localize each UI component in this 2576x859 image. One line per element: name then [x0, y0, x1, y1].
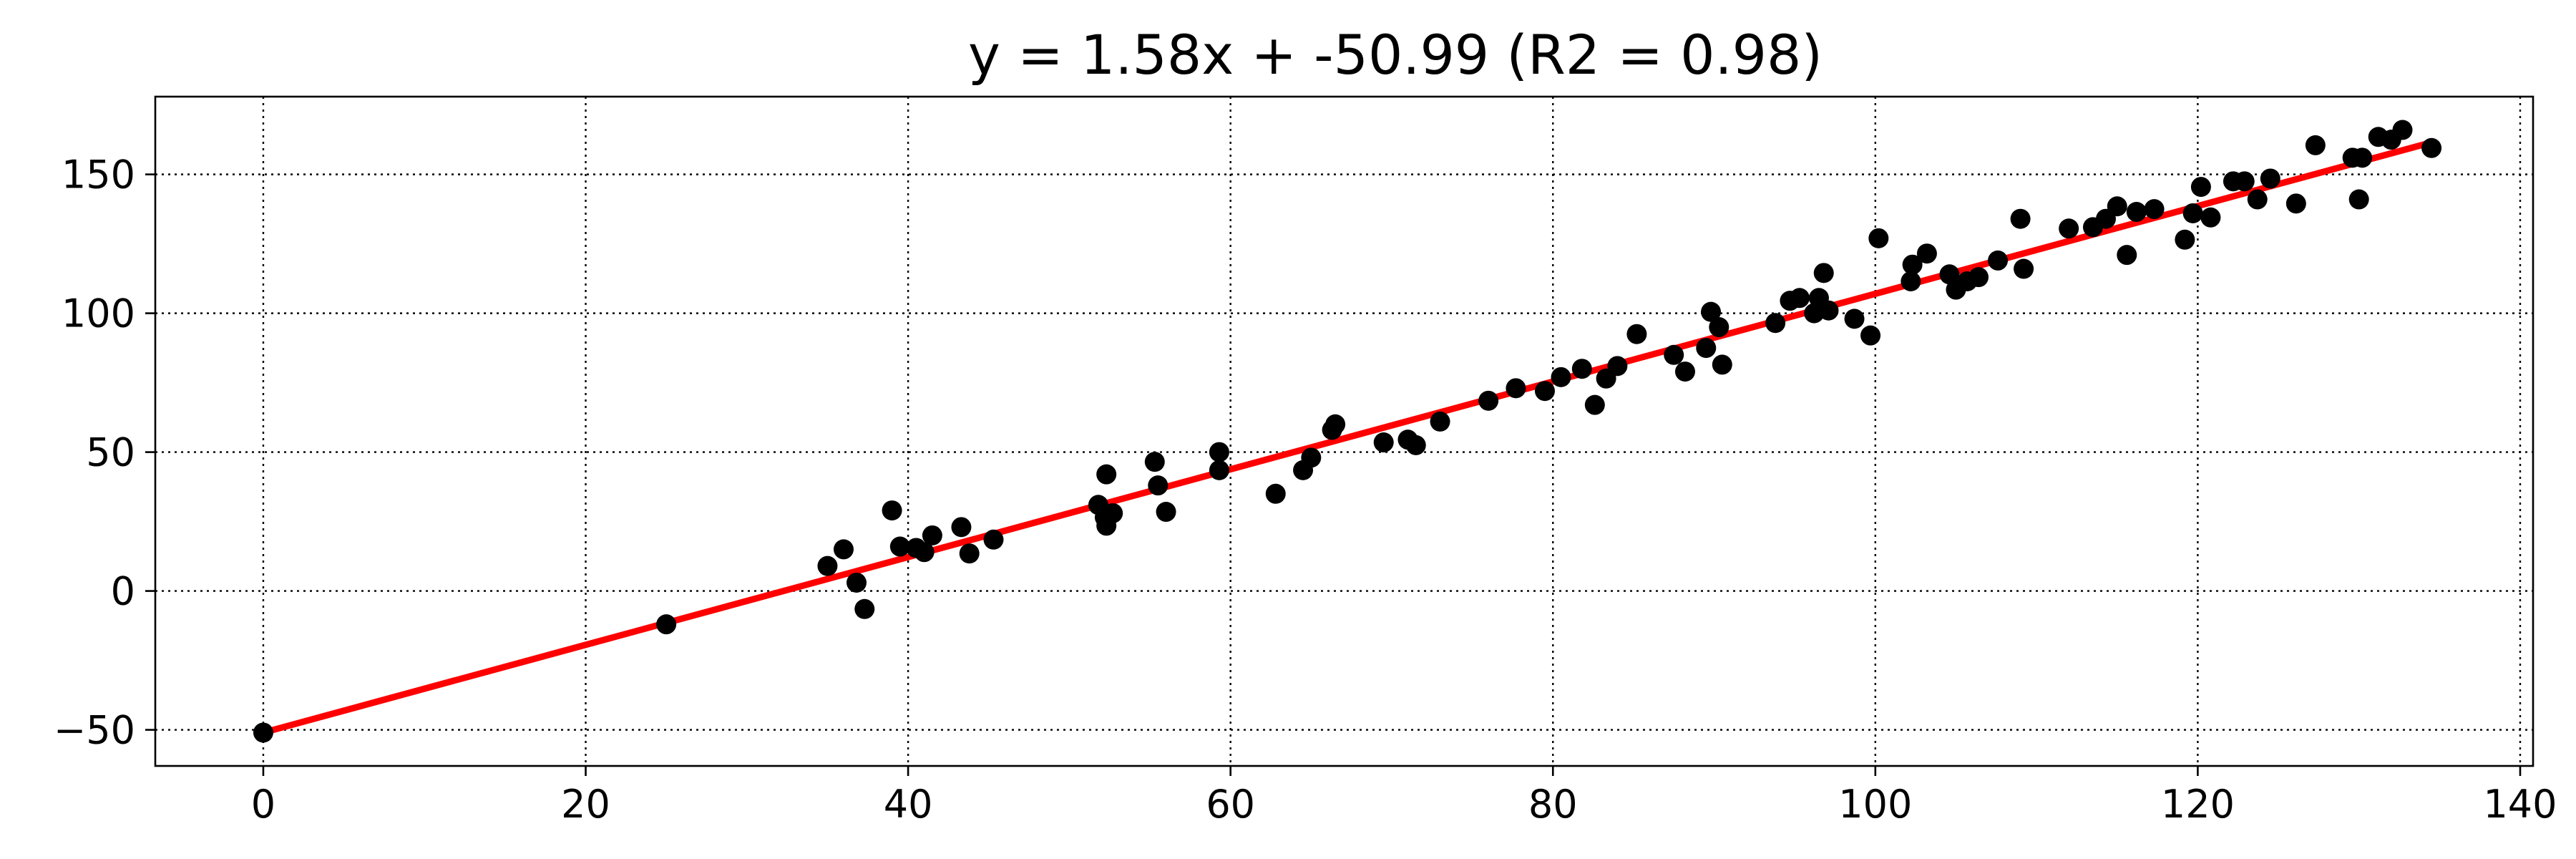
data-point [2200, 207, 2221, 228]
data-point [2305, 135, 2326, 155]
data-point [1430, 411, 1450, 432]
data-point [1148, 475, 1169, 496]
data-point [1789, 288, 1810, 309]
data-point [1506, 378, 1526, 399]
data-point [1868, 228, 1889, 248]
data-point [1144, 452, 1165, 472]
data-point [2247, 189, 2268, 210]
data-point [1968, 267, 1989, 288]
data-point [1674, 361, 1695, 382]
data-point [1607, 356, 1628, 377]
data-point [1626, 324, 1647, 344]
data-point [854, 598, 875, 619]
data-point [2260, 168, 2280, 189]
data-point [1664, 344, 1684, 365]
data-point [1712, 354, 1732, 375]
y-tick-label: 100 [62, 291, 135, 336]
data-point [1701, 301, 1722, 322]
data-point [1916, 243, 1937, 264]
data-point [2348, 189, 2369, 210]
x-tick-label: 0 [251, 782, 275, 827]
data-point [1478, 390, 1499, 411]
data-point [1534, 381, 1555, 402]
data-points [253, 120, 2442, 743]
data-point [2144, 199, 2165, 220]
data-point [1988, 250, 2009, 271]
data-point [1902, 254, 1923, 275]
x-tick-label: 40 [884, 782, 933, 827]
data-point [2234, 171, 2255, 192]
data-point [983, 529, 1004, 550]
y-tick-label: −50 [54, 708, 135, 753]
data-point [2352, 147, 2373, 168]
x-tick-label: 80 [1528, 782, 1578, 827]
data-point [656, 614, 677, 635]
data-point [2175, 229, 2195, 250]
data-point [1709, 317, 1729, 338]
data-point [1265, 483, 1286, 504]
data-point [1860, 325, 1881, 346]
data-point [1209, 460, 1229, 480]
data-point [1571, 359, 1592, 379]
y-tick-label: 50 [86, 430, 135, 475]
data-point [1156, 502, 1176, 523]
data-point [1301, 447, 1322, 468]
data-point [1901, 271, 1921, 291]
x-tick-label: 140 [2483, 782, 2557, 827]
data-point [2126, 202, 2147, 223]
x-tick-label: 120 [2161, 782, 2235, 827]
data-point [922, 525, 942, 545]
data-point [1551, 367, 1571, 387]
data-point [2285, 193, 2306, 214]
data-point [1813, 263, 1834, 283]
x-tick-label: 60 [1206, 782, 1255, 827]
data-point [882, 500, 902, 521]
data-point [2059, 218, 2079, 239]
data-point [2421, 137, 2442, 158]
y-tick-label: 0 [111, 569, 135, 614]
axes-frame [154, 95, 2534, 767]
data-point [1939, 264, 1960, 285]
regression-line [259, 138, 2436, 737]
data-point [1103, 503, 1123, 523]
data-point [2392, 120, 2413, 140]
data-point [914, 542, 935, 563]
data-point [959, 543, 980, 564]
data-point [2107, 196, 2127, 217]
data-point [1765, 313, 1786, 334]
chart-title: y = 1.58x + -50.99 (R2 = 0.98) [968, 23, 1823, 87]
data-point [1209, 442, 1229, 462]
data-point [1696, 338, 1717, 359]
data-point [951, 517, 972, 538]
data-point [1405, 435, 1426, 455]
x-tick-label: 20 [561, 782, 610, 827]
axis-ticks: 0 20 40 60 80 100 120 140 −50 0 50 100 150 [54, 152, 2557, 827]
data-point [253, 722, 273, 743]
data-point [1584, 394, 1605, 415]
data-point [1325, 414, 1346, 435]
data-point [1096, 464, 1117, 485]
data-point [833, 539, 854, 560]
data-point [817, 555, 838, 576]
data-point [1818, 300, 1839, 321]
data-point [2182, 203, 2203, 223]
data-point [889, 536, 910, 557]
data-point [2117, 245, 2137, 266]
data-point [1373, 432, 1394, 453]
data-point [1844, 309, 1865, 329]
data-point [2014, 258, 2034, 279]
data-point [2010, 208, 2031, 229]
regression-line-layer [259, 138, 2436, 737]
x-tick-label: 100 [1838, 782, 1912, 827]
y-tick-label: 150 [62, 152, 135, 198]
data-point [847, 572, 867, 593]
data-point [2190, 177, 2211, 198]
